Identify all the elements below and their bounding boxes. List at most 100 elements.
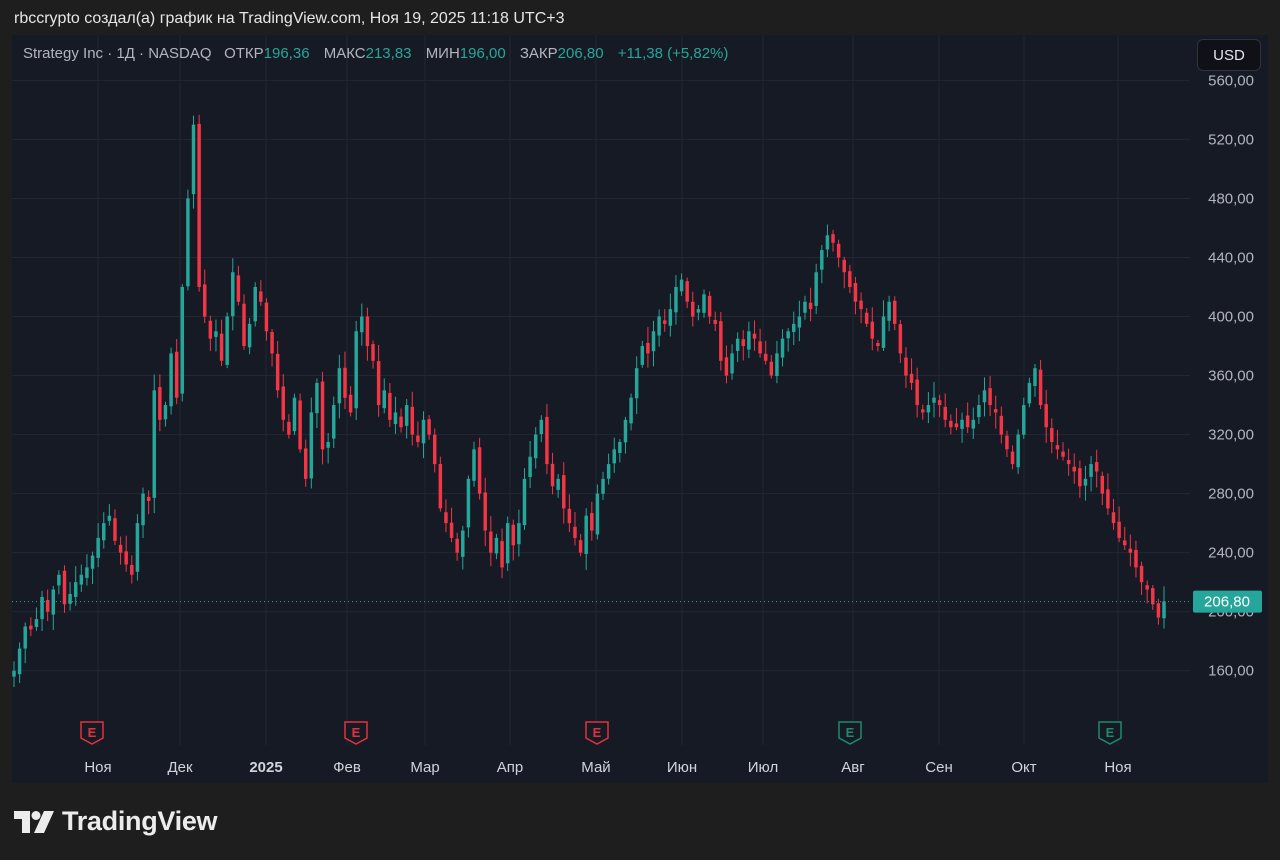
candle-body [517, 523, 521, 545]
legend-open-value: 196,36 [263, 45, 310, 62]
candle-body [646, 343, 650, 354]
candle-body [34, 619, 39, 627]
candle-body [752, 333, 757, 339]
legend-high-value: 213,83 [365, 45, 412, 62]
candle-body [354, 331, 358, 409]
candle-body [455, 538, 459, 553]
candle-body [713, 320, 717, 324]
earnings-marker-label: E [846, 725, 855, 740]
candle-body [623, 419, 628, 443]
candle-body [332, 405, 336, 439]
earnings-marker-label: E [593, 725, 602, 740]
candle-body [1005, 435, 1009, 450]
candle-body [612, 449, 616, 464]
candle-body [320, 381, 325, 450]
legend-open-label: ОТКР [224, 45, 264, 62]
candle-body [219, 333, 224, 361]
header-caption: rbccrypto создал(а) график на TradingVie… [14, 10, 565, 27]
candle-body [489, 531, 493, 553]
x-tick-label: Окт [1011, 759, 1036, 776]
candle-body [169, 353, 173, 407]
candle-body [270, 332, 274, 354]
candle-body [1022, 405, 1026, 435]
candle-body [763, 353, 768, 361]
candle-body [993, 409, 998, 413]
candle-body [550, 463, 555, 487]
earnings-marker [80, 721, 104, 745]
candle-body [881, 316, 886, 348]
candle-body [803, 301, 807, 313]
candle-body [57, 574, 61, 586]
candle-body [696, 309, 701, 313]
candle-body [1010, 451, 1015, 465]
candle-body [573, 526, 577, 538]
candle-body [399, 416, 403, 428]
x-tick-label: Июл [748, 759, 778, 776]
candle-body [1044, 404, 1048, 428]
candle-body [309, 412, 314, 479]
legend-low-value: 196,00 [459, 45, 506, 62]
candle-body [202, 284, 207, 317]
last-price-label: 206,80 [1204, 594, 1250, 611]
candle-body [634, 368, 639, 399]
candle-body [444, 512, 448, 524]
candle-body [393, 412, 398, 425]
candle-body [932, 397, 936, 403]
candle-body [595, 493, 600, 535]
candle-body [797, 316, 802, 328]
candle-body [971, 419, 976, 429]
candle-body [259, 291, 263, 302]
candle-body [730, 353, 734, 374]
y-tick-label: 400,00 [1208, 309, 1254, 326]
candle-body [118, 544, 123, 553]
candle-body [915, 379, 919, 406]
candle-body [629, 397, 633, 424]
candle-body [12, 670, 16, 677]
price-chart[interactable]: 160,00200,00240,00280,00320,00360,00400,… [12, 35, 1268, 783]
tradingview-logo: TradingView [14, 806, 218, 837]
candle-body [685, 281, 689, 302]
candle-body [365, 316, 370, 347]
candle-body [528, 456, 532, 478]
candle-body [775, 353, 779, 376]
candle-body [1050, 428, 1054, 442]
candle-body [225, 316, 229, 365]
candle-body [954, 423, 959, 428]
candle-body [926, 405, 931, 413]
candle-body [68, 593, 72, 604]
candle-body [876, 343, 880, 347]
candle-body [214, 331, 218, 337]
currency-button[interactable]: USD [1197, 39, 1261, 71]
candle-body [1066, 460, 1071, 465]
candle-body [1128, 548, 1133, 553]
candle-body [545, 416, 549, 465]
candle-body [23, 626, 27, 649]
candle-body [303, 448, 308, 479]
candle-body [427, 419, 431, 435]
candle-body [1072, 466, 1076, 472]
candle-body [853, 283, 858, 302]
candle-body [253, 287, 257, 322]
candle-body [1122, 540, 1127, 546]
x-tick-label: Июн [667, 759, 697, 776]
candle-body [494, 537, 499, 554]
candle-body [668, 309, 673, 326]
candle-body [511, 524, 516, 546]
candle-body [483, 492, 487, 531]
candle-body [102, 523, 106, 541]
candle-body [410, 406, 415, 435]
candle-body [1117, 521, 1121, 538]
candle-body [831, 234, 835, 243]
tradingview-logo-icon [14, 810, 54, 833]
candle-body [197, 123, 201, 287]
candle-body [163, 405, 168, 420]
tradingview-brand-text: TradingView [62, 806, 218, 836]
candle-body [674, 287, 678, 313]
candle-body [124, 551, 128, 565]
candle-body [146, 496, 151, 501]
candle-body [590, 512, 594, 531]
candle-body [814, 272, 818, 306]
y-tick-label: 160,00 [1208, 663, 1254, 680]
candle-body [191, 124, 196, 195]
earnings-marker-label: E [352, 725, 361, 740]
